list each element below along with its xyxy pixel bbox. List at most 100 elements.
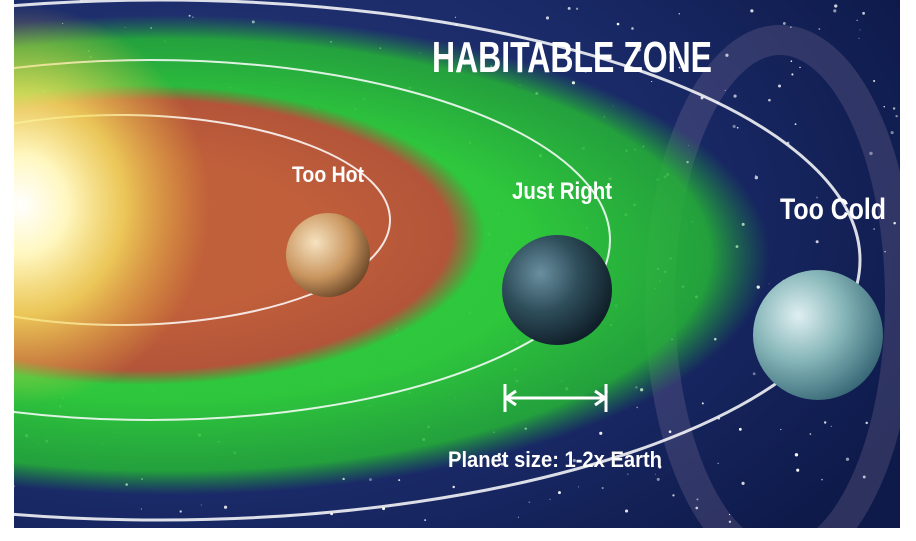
star	[398, 479, 401, 482]
star	[678, 66, 681, 69]
star	[768, 98, 771, 102]
star	[672, 494, 675, 497]
star	[572, 458, 576, 463]
star	[869, 151, 873, 156]
star	[895, 114, 898, 118]
star	[873, 228, 876, 230]
star	[454, 16, 456, 18]
star	[733, 94, 737, 98]
sun	[14, 5, 210, 405]
star	[637, 48, 641, 52]
star	[823, 421, 827, 424]
planet-right	[502, 235, 612, 345]
star	[893, 221, 896, 225]
star	[892, 107, 896, 110]
star	[659, 463, 661, 464]
star	[790, 26, 792, 28]
star	[584, 70, 587, 73]
star	[884, 250, 886, 253]
star	[859, 29, 861, 31]
star	[845, 457, 850, 461]
label-too-hot: Too Hot	[292, 162, 365, 187]
star	[669, 50, 672, 54]
star	[678, 12, 681, 15]
title: HABITABLE ZONE	[432, 33, 712, 82]
star	[575, 7, 579, 10]
star	[557, 491, 561, 495]
orbit	[0, 0, 860, 520]
star	[791, 73, 794, 76]
size-arrow	[503, 384, 608, 412]
star	[577, 486, 579, 488]
star	[809, 433, 812, 435]
star	[549, 498, 551, 501]
star	[625, 509, 629, 513]
star	[736, 126, 739, 129]
star	[833, 9, 837, 13]
planet-hot	[286, 213, 370, 297]
star	[658, 465, 662, 469]
star	[862, 11, 865, 15]
star	[656, 477, 660, 481]
star	[651, 81, 653, 83]
star	[627, 473, 629, 475]
label-just-right: Just Right	[512, 178, 612, 205]
star	[732, 124, 736, 129]
star	[768, 283, 770, 285]
star	[780, 428, 782, 431]
caption: Planet size: 1-2x Earth	[448, 447, 662, 472]
star	[778, 84, 781, 88]
star	[598, 53, 601, 55]
star	[794, 209, 797, 212]
star	[790, 60, 793, 63]
planet-cold	[753, 270, 883, 400]
star	[782, 22, 786, 25]
star	[834, 4, 838, 8]
star	[738, 427, 742, 431]
star	[755, 174, 757, 177]
star	[890, 131, 894, 135]
star	[794, 453, 799, 457]
star	[696, 498, 699, 501]
star	[655, 473, 656, 475]
star	[179, 510, 182, 513]
star	[717, 462, 719, 464]
star	[517, 516, 519, 518]
star	[200, 504, 202, 506]
star	[567, 6, 571, 10]
star	[818, 28, 821, 30]
star	[528, 501, 531, 503]
star	[741, 481, 745, 485]
star	[452, 485, 455, 489]
star	[728, 513, 731, 516]
star	[883, 106, 885, 108]
star	[725, 53, 729, 57]
star	[865, 421, 868, 425]
star	[858, 37, 860, 39]
star	[830, 425, 832, 427]
star	[545, 16, 550, 20]
star	[140, 508, 142, 510]
star	[750, 9, 754, 13]
star	[821, 478, 823, 481]
star	[601, 486, 604, 490]
star	[815, 240, 819, 244]
star	[816, 196, 818, 199]
star	[616, 22, 620, 26]
star	[754, 175, 759, 180]
star	[636, 406, 638, 409]
star	[724, 89, 726, 91]
star	[877, 216, 880, 219]
star	[500, 462, 504, 466]
label-too-cold: Too Cold	[780, 193, 886, 226]
star	[668, 430, 672, 434]
star	[701, 402, 704, 405]
star	[424, 519, 427, 522]
star	[799, 66, 801, 69]
star	[599, 431, 603, 435]
star	[873, 79, 876, 83]
star	[862, 475, 866, 479]
star	[223, 505, 228, 509]
